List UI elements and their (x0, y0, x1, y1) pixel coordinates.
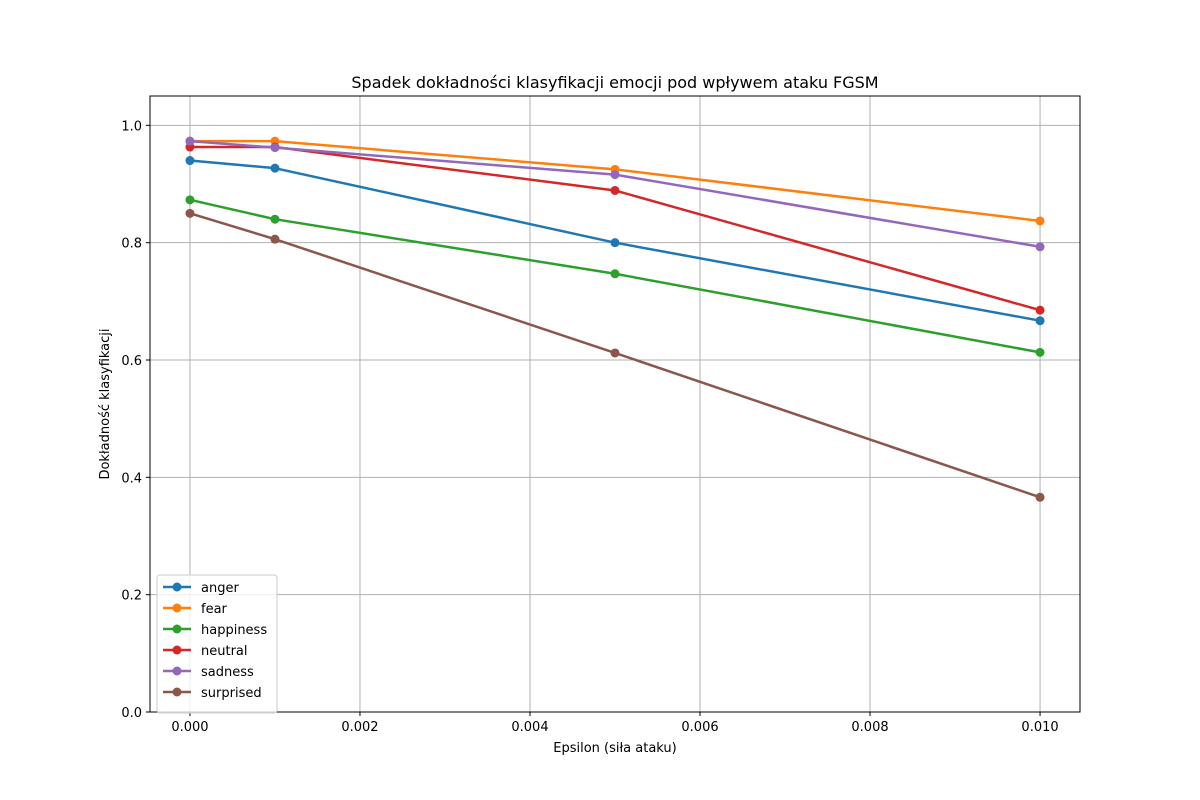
data-point-sadness (185, 136, 195, 146)
legend-label: surprised (201, 686, 262, 701)
series-line-sadness (189, 139, 1041, 249)
series-surprised (185, 208, 1045, 502)
legend-item-surprised: surprised (163, 686, 262, 701)
data-point-sadness (1035, 242, 1045, 252)
series-happiness (185, 195, 1045, 357)
series-line-neutral (189, 145, 1041, 312)
series-line-happiness (189, 198, 1041, 354)
legend-box (156, 574, 278, 714)
legend-item-anger: anger (163, 581, 239, 596)
ticks: 0.000 0.002 0.004 0.006 0.008 0.010 0.0 0.2 0.4 0… (121, 119, 1058, 735)
y-tick-label: 0.0 (121, 706, 142, 721)
legend-label: neutral (201, 644, 248, 659)
legend-marker (172, 582, 182, 592)
legend-marker (172, 624, 182, 634)
data-point-happiness (270, 214, 280, 224)
data-point-neutral (610, 185, 620, 195)
data-point-happiness (610, 269, 620, 279)
legend-label: fear (201, 602, 228, 617)
x-tick-label: 0.000 (171, 720, 208, 735)
x-tick-label: 0.002 (341, 720, 378, 735)
data-point-surprised (270, 234, 280, 244)
data-point-neutral (1035, 305, 1045, 315)
data-point-surprised (185, 208, 195, 218)
legend-item-sadness: sadness (163, 665, 254, 680)
legend-item-neutral: neutral (163, 644, 248, 659)
x-tick-label: 0.004 (511, 720, 548, 735)
x-axis-label: Epsilon (siła ataku) (553, 741, 677, 756)
legend-label: anger (201, 581, 239, 596)
legend-marker (172, 645, 182, 655)
data-point-anger (1035, 316, 1045, 326)
data-point-fear (1035, 216, 1045, 226)
data-point-anger (270, 163, 280, 173)
y-tick-label: 1.0 (121, 119, 142, 134)
data-point-surprised (610, 348, 620, 358)
legend-label: sadness (201, 665, 254, 680)
series-layer (185, 136, 1045, 502)
data-point-happiness (1035, 347, 1045, 357)
series-line-fear (189, 139, 1041, 223)
y-axis-label: Dokładność klasyfikacji (98, 328, 113, 479)
y-tick-label: 0.2 (121, 589, 142, 604)
plot-frame (149, 95, 1081, 713)
legend: anger fear happiness neutral sadness surprise… (156, 574, 278, 714)
x-tick-label: 0.010 (1021, 720, 1058, 735)
data-point-anger (610, 238, 620, 248)
data-point-sadness (270, 143, 280, 153)
series-line-surprised (189, 212, 1041, 499)
series-anger (185, 156, 1045, 326)
chart-title: Spadek dokładności klasyfikacji emocji p… (351, 73, 878, 92)
y-tick-label: 0.4 (121, 471, 142, 486)
x-tick-label: 0.006 (681, 720, 718, 735)
data-point-anger (185, 156, 195, 166)
series-line-anger (189, 159, 1041, 322)
data-point-sadness (610, 170, 620, 180)
y-tick-label: 0.6 (121, 354, 142, 369)
legend-item-happiness: happiness (163, 623, 267, 638)
x-tick-label: 0.008 (851, 720, 888, 735)
legend-label: happiness (201, 623, 267, 638)
series-sadness (185, 136, 1045, 252)
legend-marker (172, 687, 182, 697)
legend-marker (172, 666, 182, 676)
legend-marker (172, 603, 182, 613)
y-tick-label: 0.8 (121, 237, 142, 252)
legend-item-fear: fear (163, 602, 228, 617)
data-point-surprised (1035, 492, 1045, 502)
data-point-happiness (185, 195, 195, 205)
